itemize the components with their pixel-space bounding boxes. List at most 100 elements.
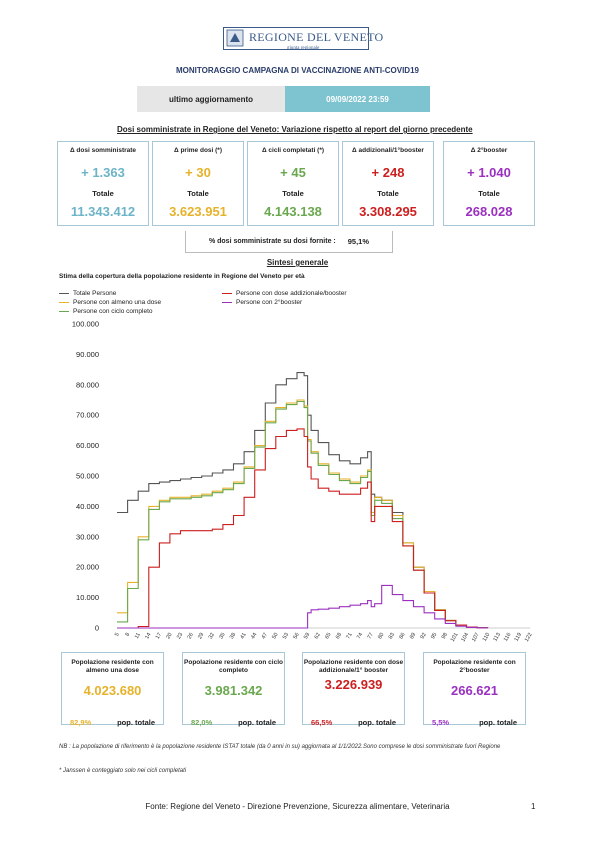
x-tick-label: 71 — [345, 632, 353, 640]
legend-swatch — [59, 301, 69, 304]
y-tick-label: 0 — [95, 624, 99, 633]
card-delta: + 1.040 — [467, 165, 511, 180]
card-addizionali: Δ addizionali/1°booster + 248 Totale 3.3… — [342, 141, 434, 226]
bottom-card-pop-label: pop. totale — [358, 718, 396, 727]
bottom-card-pop-label: pop. totale — [117, 718, 155, 727]
card-delta: + 30 — [185, 165, 211, 180]
x-tick-label: 83 — [388, 632, 396, 640]
legend-swatch — [59, 292, 69, 295]
card-total-label: Totale — [282, 189, 304, 198]
card-total: 11.343.412 — [70, 204, 136, 219]
x-tick-label: 74 — [356, 632, 364, 640]
x-tick-label: 104 — [460, 632, 470, 643]
card-total: 4.143.138 — [264, 204, 322, 219]
series-line-2 — [117, 400, 489, 629]
y-tick-label: 50.000 — [76, 472, 99, 481]
y-tick-label: 90.000 — [76, 350, 99, 359]
y-tick-label: 60.000 — [76, 441, 99, 450]
card-secondo-booster: Δ 2°booster + 1.040 Totale 268.028 — [443, 141, 535, 226]
card-prime-dosi: Δ prime dosi (*) + 30 Totale 3.623.951 — [152, 141, 244, 226]
legend-item-almeno-una: Persone con almeno una dose — [59, 299, 161, 306]
y-tick-label: 10.000 — [76, 593, 99, 602]
bottom-card-pct: 66,5% — [311, 718, 333, 727]
legend-item-booster: Persone con dose addizionale/booster — [222, 290, 347, 297]
card-total-label: Totale — [478, 189, 500, 198]
x-tick-label: 113 — [492, 632, 502, 643]
region-logo — [223, 27, 369, 50]
x-tick-label: 98 — [441, 632, 449, 640]
x-tick-label: 35 — [218, 632, 226, 640]
x-tick-label: 56 — [292, 632, 300, 640]
card-header: Δ cicli completati (*) — [261, 147, 325, 154]
bottom-card-pct: 5,5% — [432, 718, 450, 727]
x-tick-label: 29 — [197, 632, 205, 640]
sintesi-title: Sintesi generale — [266, 258, 329, 267]
x-tick-label: 107 — [471, 632, 481, 643]
x-tick-label: 86 — [398, 632, 406, 640]
note-janssen: * Janssen è conteggiato solo nei cicli c… — [59, 768, 187, 774]
legend-swatch — [59, 310, 69, 313]
section-title: Dosi somministrate in Regione del Veneto… — [117, 125, 473, 134]
x-tick-label: 44 — [250, 632, 258, 640]
card-cicli-completati: Δ cicli completati (*) + 45 Totale 4.143… — [247, 141, 339, 226]
bottom-card-value: 3.226.939 — [324, 677, 383, 692]
card-header: Δ 2°booster — [470, 147, 508, 154]
bottom-card-header: Popolazione residente con dose addiziona… — [303, 659, 404, 674]
logo-text: REGIONE DEL VENETO — [249, 30, 384, 44]
x-tick-label: 77 — [367, 632, 375, 640]
x-tick-label: 11 — [134, 632, 142, 640]
y-tick-label: 40.000 — [76, 502, 99, 511]
x-tick-label: 23 — [176, 632, 184, 640]
bottom-card-pct: 82,9% — [70, 718, 92, 727]
card-delta: + 248 — [371, 165, 405, 180]
x-tick-label: 110 — [482, 632, 492, 643]
x-tick-label: 20 — [165, 632, 173, 640]
legend-label: Persone con almeno una dose — [73, 299, 162, 306]
bottom-card-header: Popolazione residente con 2°booster — [433, 659, 516, 674]
bottom-card-value: 266.621 — [451, 683, 498, 698]
card-total-label: Totale — [187, 189, 209, 198]
x-tick-label: 53 — [282, 632, 290, 640]
legend-label: Persone con 2°booster — [236, 299, 303, 306]
bottom-card-pop-label: pop. totale — [238, 718, 276, 727]
x-tick-label: 80 — [377, 632, 385, 640]
bottom-card-pct: 82,0% — [191, 718, 213, 727]
x-tick-label: 92 — [420, 632, 428, 640]
legend-label: Totale Persone — [73, 290, 117, 297]
card-header: Δ prime dosi (*) — [173, 147, 222, 154]
y-tick-label: 100.000 — [72, 320, 99, 329]
x-tick-label: 122 — [524, 632, 534, 643]
x-tick-label: 59 — [303, 632, 311, 640]
legend-swatch — [222, 292, 232, 295]
legend-label: Persone con dose addizionale/booster — [236, 290, 347, 297]
card-header: Δ dosi somministrate — [69, 147, 137, 154]
y-tick-label: 30.000 — [76, 532, 99, 541]
legend-item-totale: Totale Persone — [59, 290, 116, 297]
bottom-card-value: 4.023.680 — [83, 683, 142, 698]
bottom-card-booster: Popolazione residente con dose addiziona… — [302, 652, 405, 727]
x-tick-label: 47 — [261, 632, 269, 640]
x-tick-label: 5 — [114, 632, 121, 638]
card-total-label: Totale — [377, 189, 399, 198]
x-tick-label: 14 — [144, 632, 152, 640]
x-tick-label: 95 — [430, 632, 438, 640]
bottom-card-header: Popolazione residente con ciclo completo — [184, 659, 283, 674]
x-tick-label: 32 — [208, 632, 216, 640]
card-delta: + 45 — [280, 165, 306, 180]
x-tick-label: 17 — [155, 632, 163, 640]
bottom-card-header: Popolazione residente con almeno una dos… — [71, 659, 154, 674]
x-tick-label: 8 — [125, 632, 132, 638]
bottom-card-value: 3.981.342 — [204, 683, 263, 698]
card-total-label: Totale — [92, 189, 114, 198]
note-nb: NB : La popolazione di riferimento è la … — [59, 744, 501, 750]
bottom-card-ciclo-completo: Popolazione residente con ciclo completo… — [182, 652, 285, 727]
page-number: 1 — [531, 802, 536, 811]
x-tick-label: 50 — [271, 632, 279, 640]
series-line-1 — [117, 399, 489, 629]
x-tick-label: 65 — [324, 632, 332, 640]
chart-title: Stima della copertura della popolazione … — [59, 273, 305, 280]
x-tick-label: 101 — [450, 632, 460, 643]
legend-label: Persone con ciclo completo — [73, 308, 153, 315]
card-total: 3.623.951 — [169, 204, 227, 219]
